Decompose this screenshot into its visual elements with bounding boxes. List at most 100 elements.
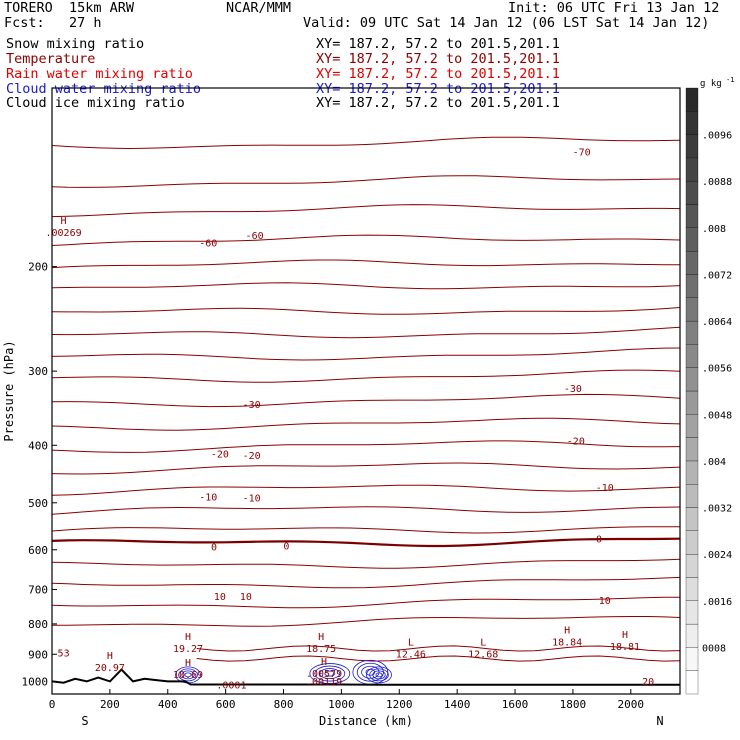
extremum-kind: H bbox=[185, 658, 191, 669]
x-tick-label: 1800 bbox=[560, 698, 587, 711]
temperature-label: 0 bbox=[596, 534, 602, 545]
x-tick-label: 400 bbox=[158, 698, 178, 711]
cloud-water-contour bbox=[366, 666, 392, 684]
temperature-label: -30 bbox=[564, 384, 582, 395]
colorbar-unit-exponent: -1 bbox=[726, 76, 734, 84]
extremum-value: .0001 bbox=[216, 681, 246, 692]
colorbar-tick-label: 0008 bbox=[702, 643, 726, 654]
colorbar-cell bbox=[685, 181, 699, 205]
cloud-water-contours bbox=[175, 659, 392, 685]
y-tick-label: 600 bbox=[28, 544, 48, 557]
temperature-contour bbox=[51, 234, 681, 246]
direction-label-south: S bbox=[81, 714, 88, 728]
temperature-contour bbox=[51, 506, 681, 515]
temperature-label: -20 bbox=[243, 451, 261, 462]
cloud-water-contour bbox=[369, 668, 389, 682]
extremum-kind: H bbox=[321, 657, 327, 668]
temperature-contour bbox=[51, 440, 681, 453]
colorbar-cell bbox=[685, 134, 699, 159]
y-tick-label: 400 bbox=[28, 439, 48, 452]
temperature-label: 10 bbox=[240, 592, 252, 603]
temperature-label: 20 bbox=[642, 677, 654, 688]
field-name-cloud-ice: Cloud ice mixing ratio bbox=[6, 95, 185, 111]
colorbar-cell bbox=[685, 530, 699, 555]
y-tick-label: 700 bbox=[28, 584, 48, 597]
colorbar-tick-label: .0064 bbox=[702, 317, 732, 328]
colorbar-tick-label: .0048 bbox=[702, 410, 732, 421]
valid-time: Valid: 09 UTC Sat 14 Jan 12 (06 LST Sat … bbox=[303, 15, 710, 31]
contour-labels: -70 -60 -60 -30 -30 -20 -20 -20 -10 -10 -10 0 0 0 10 10… bbox=[46, 148, 655, 692]
colorbar-tick-label: .0016 bbox=[702, 597, 732, 608]
colorbar-unit: g kg bbox=[700, 79, 722, 89]
colorbar-cell bbox=[685, 437, 699, 462]
temperature-label: -10 bbox=[199, 493, 217, 504]
colorbar-cell bbox=[685, 600, 699, 625]
extremum-value: 12.46 bbox=[396, 649, 426, 660]
extremum-kind: H bbox=[318, 632, 324, 643]
extremum-kind: H bbox=[185, 632, 191, 643]
extremum-value: 18.84 bbox=[552, 637, 582, 648]
field-name-rain: Rain water mixing ratio bbox=[6, 66, 193, 82]
y-tick-label: 900 bbox=[28, 648, 48, 661]
temperature-contour bbox=[51, 417, 681, 431]
colorbar-cell bbox=[685, 577, 699, 601]
extremum-value: 12.68 bbox=[468, 649, 498, 660]
y-axis-label: Pressure (hPa) bbox=[2, 340, 16, 441]
cloud-water-contour bbox=[375, 672, 383, 678]
extremum-kind: H bbox=[61, 216, 67, 227]
field-xy-rain: XY= 187.2, 57.2 to 201.5,201.1 bbox=[316, 66, 560, 82]
colorbar-tick-label: .0056 bbox=[702, 364, 732, 375]
colorbar-cell bbox=[685, 507, 699, 531]
field-xy-snow: XY= 187.2, 57.2 to 201.5,201.1 bbox=[316, 36, 560, 52]
extremum-value: 18.75 bbox=[306, 644, 336, 655]
extremum-value: .00269 bbox=[46, 228, 82, 239]
temperature-contour bbox=[51, 576, 681, 589]
temperature-contour bbox=[51, 136, 681, 150]
temperature-contour bbox=[51, 526, 680, 534]
axes: 0 200 400 600 800 1000 1200 1400 1600 1800 2000200… bbox=[2, 261, 664, 728]
y-tick-label: 200 bbox=[28, 261, 48, 274]
field-name-temperature: Temperature bbox=[6, 51, 96, 67]
colorbar-tick-label: .0088 bbox=[702, 177, 732, 188]
colorbar-cell bbox=[685, 460, 699, 485]
extremum-value: 18.81 bbox=[610, 642, 640, 653]
x-axis-label: Distance (km) bbox=[319, 714, 413, 728]
colorbar-cell bbox=[685, 297, 699, 322]
colorbar-tick-label: .0032 bbox=[702, 504, 732, 515]
temperature-label: 0 bbox=[211, 542, 217, 553]
temperature-contour bbox=[51, 307, 681, 315]
cloud-water-contour bbox=[319, 668, 341, 679]
cloud-water-contour bbox=[361, 665, 380, 679]
temperature-contour-low bbox=[196, 645, 681, 652]
temperature-label: -30 bbox=[243, 400, 261, 411]
cloud-water-contour bbox=[178, 668, 198, 682]
colorbar-cell bbox=[685, 554, 699, 578]
center-title: NCAR/MMM bbox=[226, 0, 292, 16]
terrain-line bbox=[51, 668, 680, 686]
temperature-label: -60 bbox=[199, 238, 217, 249]
model-title: TORERO 15km ARW bbox=[4, 0, 135, 16]
temperature-contour bbox=[51, 537, 681, 548]
cloud-water-contour bbox=[181, 670, 195, 680]
colorbar-cell bbox=[685, 204, 699, 228]
colorbar-cell bbox=[685, 157, 699, 182]
temperature-label: -10 bbox=[243, 494, 261, 505]
temperature-label: 0 bbox=[283, 541, 289, 552]
colorbar-tick-label: .0096 bbox=[702, 131, 732, 142]
x-tick-label: 1600 bbox=[502, 698, 529, 711]
temperature-contour bbox=[51, 282, 681, 290]
temperature-contour bbox=[51, 347, 681, 361]
field-name-cloud-water: Cloud water mixing ratio bbox=[6, 81, 202, 97]
temperature-label: -10 bbox=[596, 483, 614, 494]
field-name-snow: Snow mixing ratio bbox=[6, 36, 145, 52]
y-tick-label: 500 bbox=[28, 497, 48, 510]
temperature-contour bbox=[51, 326, 681, 339]
y-tick-label: 1000 bbox=[22, 675, 49, 688]
temperature-label: -60 bbox=[246, 231, 264, 242]
colorbar-tick-label: .008 bbox=[702, 224, 726, 235]
cloud-water-contour bbox=[324, 670, 336, 677]
colorbar-cell bbox=[685, 320, 699, 345]
extremum-kind: H bbox=[622, 630, 628, 641]
temperature-contour bbox=[51, 204, 681, 218]
